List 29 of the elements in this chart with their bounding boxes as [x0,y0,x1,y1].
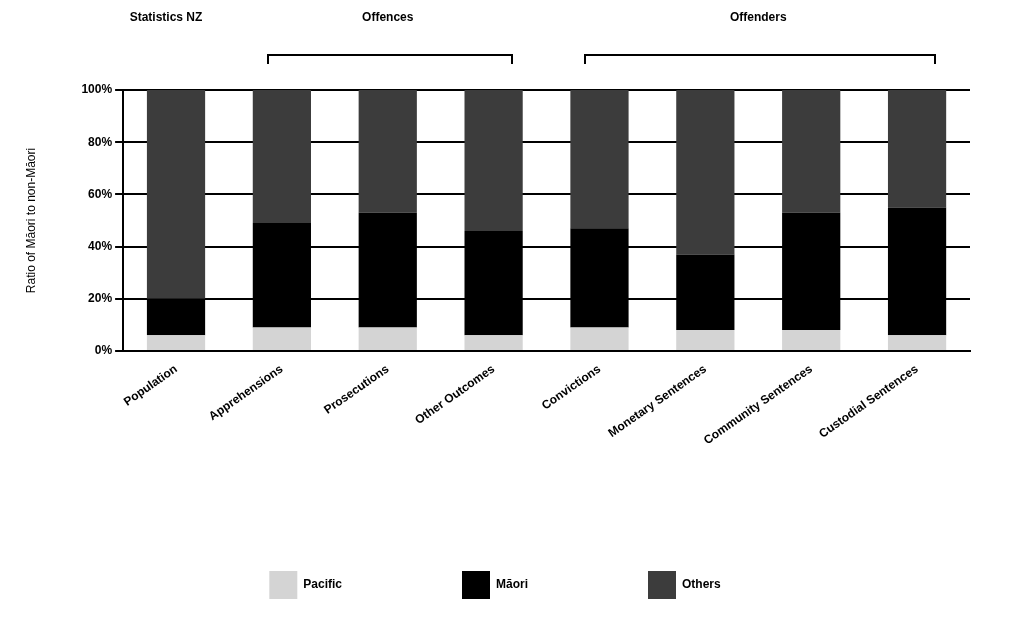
y-axis-title: Ratio of Māori to non-Māori [23,147,38,294]
bar [782,90,841,213]
text: Offences [362,10,414,24]
bar [146,90,206,299]
y-tick-label: 60% [88,186,113,201]
bar [252,327,311,350]
bar [358,327,417,350]
legend-label: Others [682,577,722,592]
bar [676,90,735,255]
bar [570,327,629,350]
y-tick-label: 20% [88,291,113,306]
bar [887,90,947,208]
bar [570,90,629,229]
bar [782,330,841,350]
y-tick-label: 0% [94,343,113,358]
bar [464,90,523,231]
bar [464,335,523,350]
bar [252,90,311,224]
text: Statistics NZ [129,10,203,24]
y-tick-label: 100% [81,82,113,97]
text: Offenders [729,10,787,24]
legend-label: Pacific [303,577,343,592]
bar [146,335,206,350]
y-tick-label: 40% [88,238,113,253]
bar [887,335,947,350]
y-tick-label: 80% [88,134,113,149]
bar [358,90,417,213]
bar [676,330,735,350]
legend-label: Māori [496,577,529,592]
